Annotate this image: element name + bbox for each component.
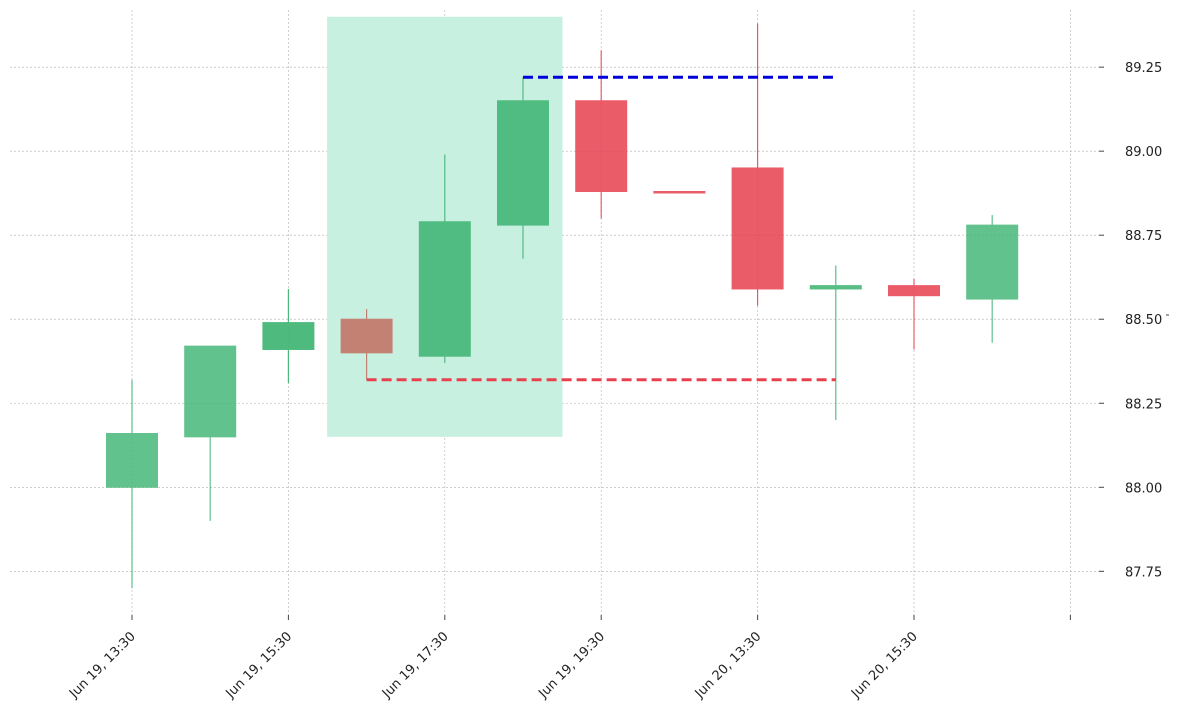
x-tick-label: Jun 19, 13:30 [66,629,139,702]
y-tick-label: 88.25 [1125,397,1162,412]
y-tick-label: 88.00 [1125,481,1162,496]
candle [888,278,940,350]
y-tick-label: 88.50 [1125,313,1162,328]
candle [340,309,393,380]
levels [366,75,836,382]
candle-body [106,433,158,488]
y-axis: 87.75 88.00 88.25 88.50 88.75 89.00 89.25 [1099,61,1169,580]
candles [106,23,1019,589]
candle-body [575,100,628,192]
y-tick-label: 89.00 [1125,145,1162,160]
candle-body [966,224,1019,300]
candle-body [262,322,315,350]
x-tick-label: Jun 20, 13:30 [692,629,765,702]
x-tick-label: Jun 20, 15:30 [848,629,921,702]
y-tick-label: 89.25 [1125,61,1162,76]
candle-body [340,318,393,354]
candle-body [731,167,784,290]
candle [106,379,158,589]
candle-body [418,221,471,357]
y-tick-label: 87.75 [1125,565,1162,580]
candle [575,50,628,219]
candle [418,154,471,363]
candle [184,345,237,521]
candle [809,265,862,421]
x-axis: Jun 19, 13:30 Jun 19, 15:30 Jun 19, 17:30 J… [66,615,1071,702]
candle-body [497,100,549,226]
candle [497,77,549,259]
candle [653,191,706,194]
candle-body [888,285,940,297]
x-tick-label: Jun 19, 15:30 [223,629,296,702]
candle [731,23,784,306]
candle-body [653,191,706,194]
x-tick-label: Jun 19, 19:30 [535,629,608,702]
candle [262,288,315,384]
x-tick-label: Jun 19, 17:30 [379,629,452,702]
candle-body [809,285,862,290]
y-tick-label: 88.75 [1125,229,1162,244]
candle [966,215,1019,343]
candle-body [184,345,237,438]
